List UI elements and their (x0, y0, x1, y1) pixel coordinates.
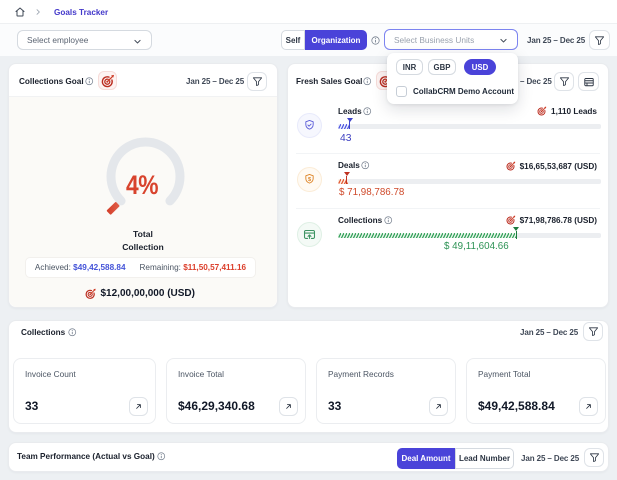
svg-text:$: $ (308, 177, 311, 183)
